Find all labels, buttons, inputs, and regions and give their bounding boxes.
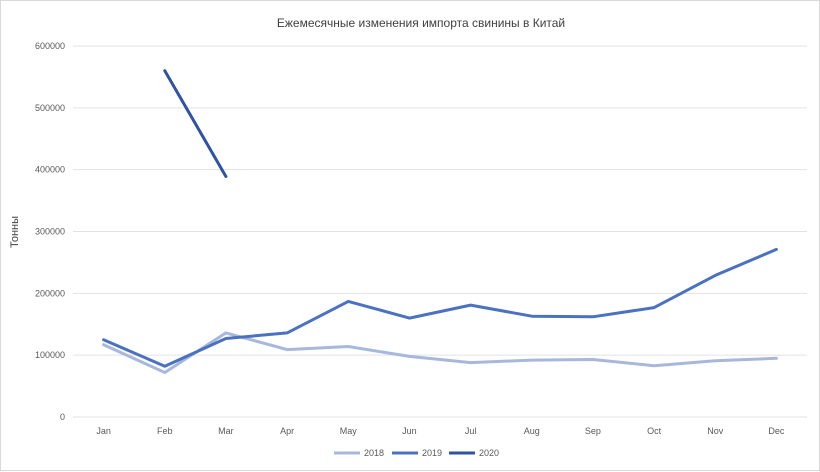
legend-label-2018: 2018 — [364, 448, 384, 458]
x-tick-label: Oct — [647, 426, 662, 436]
y-tick-label: 400000 — [35, 165, 65, 175]
gridlines — [73, 45, 807, 418]
x-tick-label: Jun — [402, 426, 417, 436]
y-tick-label: 0 — [60, 412, 65, 422]
series-lines — [102, 69, 778, 374]
y-axis-label: Тонны — [9, 216, 21, 248]
x-tick-label: May — [340, 426, 358, 436]
x-tick-label: Sep — [585, 426, 601, 436]
x-tick-label: Dec — [768, 426, 785, 436]
x-tick-label: Jul — [465, 426, 477, 436]
x-tick-label: Aug — [524, 426, 540, 436]
x-tick-label: Nov — [707, 426, 724, 436]
legend: 2018 2019 2020 — [334, 448, 499, 458]
y-tick-label: 500000 — [35, 103, 65, 113]
x-axis-ticks: Jan Feb Mar Apr May Jun Jul Aug Sep Oct Nov Dec — [96, 426, 785, 436]
x-tick-label: Mar — [218, 426, 234, 436]
y-tick-label: 600000 — [35, 41, 65, 51]
chart-title: Ежемесячные изменения импорта свинины в … — [277, 16, 565, 30]
y-tick-label: 200000 — [35, 288, 65, 298]
x-tick-label: Feb — [157, 426, 173, 436]
series-line-2018 — [102, 331, 778, 374]
series-line-2019 — [102, 247, 778, 368]
series-line-2020 — [163, 69, 228, 178]
y-tick-label: 100000 — [35, 350, 65, 360]
legend-label-2020: 2020 — [479, 448, 499, 458]
y-tick-label: 300000 — [35, 227, 65, 237]
y-axis-ticks: 0 100000 200000 300000 400000 500000 600000 — [35, 41, 65, 422]
x-tick-label: Apr — [280, 426, 294, 436]
x-tick-label: Jan — [96, 426, 111, 436]
legend-label-2019: 2019 — [422, 448, 442, 458]
